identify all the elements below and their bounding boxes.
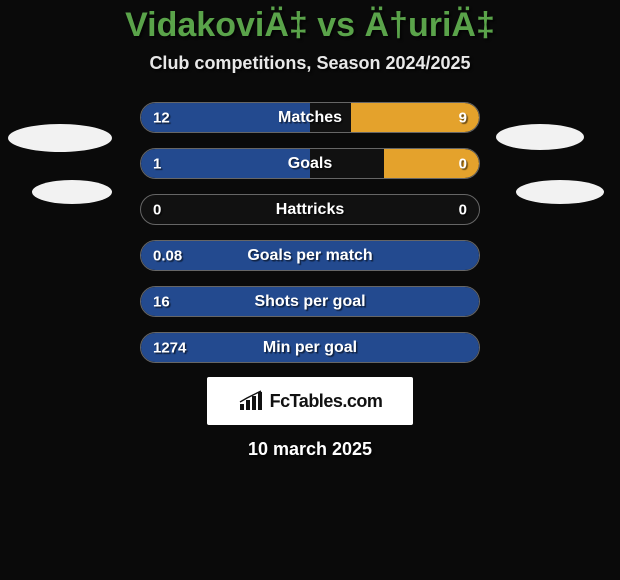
stat-row: 1274 Min per goal <box>140 332 480 363</box>
stat-row: 12 Matches 9 <box>140 102 480 133</box>
avatar-placeholder <box>516 180 604 204</box>
brand-logo: FcTables.com <box>207 377 413 425</box>
brand-text: FcTables.com <box>270 391 383 412</box>
date-text: 10 march 2025 <box>0 439 620 460</box>
stat-value-right: 0 <box>459 155 467 172</box>
stat-label: Goals per match <box>247 247 372 265</box>
stat-value-left: 16 <box>153 293 170 310</box>
stat-label: Min per goal <box>263 339 357 357</box>
stat-row: 0 Hattricks 0 <box>140 194 480 225</box>
stat-rows: 12 Matches 9 1 Goals 0 0 Hattricks 0 0.08 Goals pe… <box>140 102 480 363</box>
avatar-placeholder <box>496 124 584 150</box>
stat-row: 1 Goals 0 <box>140 148 480 179</box>
stat-bar-left <box>141 149 310 178</box>
stat-value-right: 9 <box>459 109 467 126</box>
stat-value-left: 12 <box>153 109 170 126</box>
comparison-area: 12 Matches 9 1 Goals 0 0 Hattricks 0 0.08 Goals pe… <box>0 102 620 363</box>
bar-chart-icon <box>238 390 266 412</box>
stat-row: 0.08 Goals per match <box>140 240 480 271</box>
stat-value-left: 1 <box>153 155 161 172</box>
stat-value-left: 0.08 <box>153 247 182 264</box>
subtitle: Club competitions, Season 2024/2025 <box>0 53 620 74</box>
stat-value-right: 0 <box>459 201 467 218</box>
avatar-placeholder <box>32 180 112 204</box>
stat-label: Matches <box>278 109 342 127</box>
stat-label: Shots per goal <box>254 293 365 311</box>
stat-row: 16 Shots per goal <box>140 286 480 317</box>
stat-label: Goals <box>288 155 332 173</box>
stat-value-left: 0 <box>153 201 161 218</box>
stat-value-left: 1274 <box>153 339 186 356</box>
stat-label: Hattricks <box>276 201 344 219</box>
page-title: VidakoviÄ‡ vs Ä†uriÄ‡ <box>0 0 620 45</box>
avatar-placeholder <box>8 124 112 152</box>
